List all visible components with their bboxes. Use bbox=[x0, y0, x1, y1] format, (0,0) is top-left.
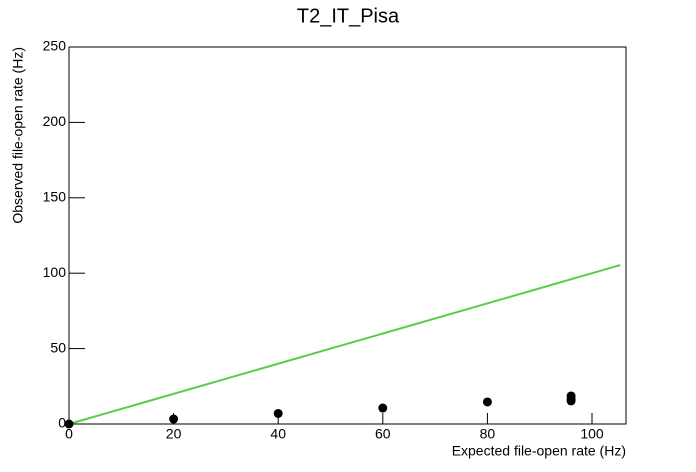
x-tick-label: 100 bbox=[580, 426, 604, 442]
x-tick-label: 80 bbox=[480, 426, 496, 442]
point bbox=[566, 396, 576, 406]
reference-line bbox=[68, 264, 621, 425]
x-tick-label: 20 bbox=[166, 426, 182, 442]
y-tick-label: 0 bbox=[58, 415, 66, 431]
chart-title: T2_IT_Pisa bbox=[297, 5, 400, 27]
y-tick-label: 100 bbox=[43, 264, 67, 280]
y-axis-label: Observed file-open rate (Hz) bbox=[10, 47, 26, 224]
y-tick-label: 150 bbox=[43, 189, 67, 205]
plot-frame bbox=[68, 46, 627, 425]
y-tick-label: 50 bbox=[50, 339, 66, 355]
x-tick-label: 0 bbox=[65, 426, 73, 442]
point bbox=[64, 419, 74, 429]
point bbox=[169, 414, 179, 424]
x-axis-label: Expected file-open rate (Hz) bbox=[452, 443, 626, 459]
y-tick-label: 200 bbox=[43, 113, 67, 129]
point bbox=[378, 403, 388, 413]
x-tick-label: 40 bbox=[270, 426, 286, 442]
point bbox=[273, 408, 283, 418]
point bbox=[482, 397, 492, 407]
y-tick-label: 250 bbox=[43, 38, 67, 54]
x-tick-label: 60 bbox=[375, 426, 391, 442]
